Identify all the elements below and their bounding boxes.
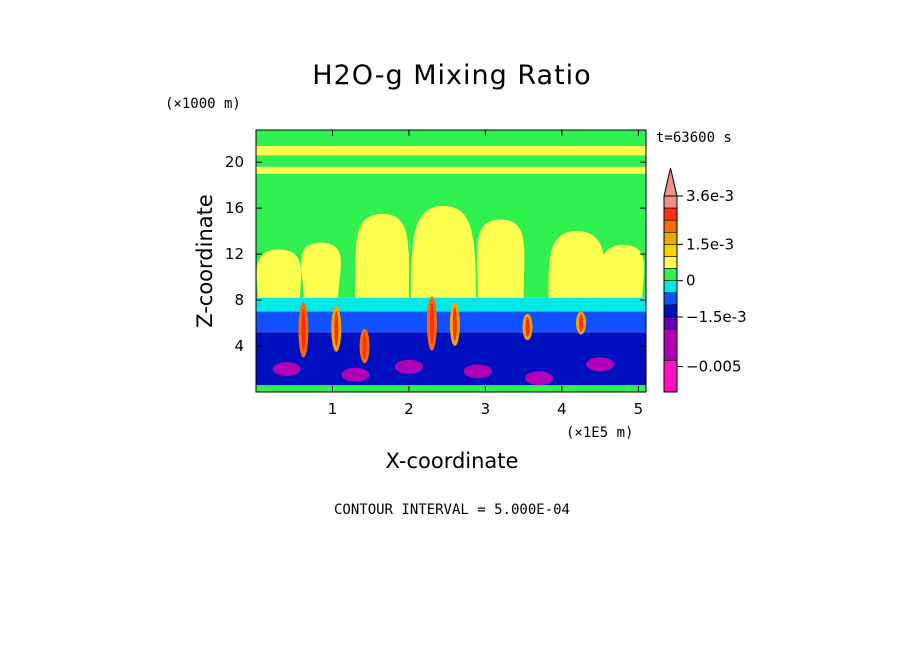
y-tick-label: 16 [225,199,244,217]
colorbar-arrow [663,167,678,197]
colorbar-swatch [663,316,678,330]
field-anomaly-core [525,316,530,338]
field-plume [602,244,645,298]
colorbar: 3.6e-3 1.5e-3 0 −1.5e-3 −0.005 [663,167,747,393]
colorbar-frame [663,195,678,393]
field-low-pocket [463,364,492,379]
x-tick-label: 4 [557,400,567,418]
colorbar-swatch [663,328,678,361]
field-layer [256,332,646,386]
field-plume [548,231,606,298]
plot-frame [255,129,647,393]
y-tick-label: 4 [234,337,244,355]
colorbar-label: −0.005 [686,358,742,376]
colorbar-swatch [663,280,678,294]
field-anomaly-core [579,314,583,332]
colorbar-swatch [663,207,678,221]
field-plume [301,242,341,298]
contour-interval-note: CONTOUR INTERVAL = 5.000E-04 [334,502,570,518]
x-tick-label: 3 [481,400,491,418]
field-anomaly-core [334,311,339,347]
field-low-pocket [341,367,370,382]
field-layer [256,166,646,174]
time-label: t=63600 s [656,130,732,146]
y-tick-label: 20 [225,153,244,171]
colorbar-swatch [663,304,678,318]
colorbar-label: −1.5e-3 [686,308,747,326]
field-anomaly-core [452,307,457,341]
colorbar-swatch [663,195,678,209]
field-layer [256,297,646,312]
colorbar-label: 0 [686,272,696,290]
y-unit-label: (×1000 m) [165,96,241,112]
field-layer [256,155,646,167]
field-layer [256,130,646,147]
y-tick-label: 12 [225,245,244,263]
field-plume [477,219,525,298]
field-anomaly-core [362,332,367,360]
colorbar-swatch [663,244,678,257]
x-unit-label: (×1E5 m) [566,425,633,441]
colorbar-swatch [663,268,678,281]
colorbar-swatch [663,231,678,245]
field-low-pocket [586,357,615,372]
colorbar-label: 3.6e-3 [686,187,734,205]
x-tick-label: 2 [404,400,414,418]
y-axis-label: Z-coordinate [193,194,217,328]
field-layer [256,146,646,156]
y-tick-label: 8 [234,291,244,309]
colorbar-label: 1.5e-3 [686,235,734,253]
field-anomaly-core [301,308,306,352]
chart-title: H2O-g Mixing Ratio [312,60,591,91]
colorbar-swatch [663,360,678,393]
field-layer [256,385,646,392]
field-low-pocket [272,362,301,377]
field-anomaly-core [429,302,434,345]
plot-area [256,130,646,392]
colorbar-swatch [663,219,678,233]
x-tick-label: 5 [634,400,644,418]
x-tick-label: 1 [328,400,338,418]
colorbar-swatch [663,292,678,306]
field-low-pocket [524,371,553,386]
field-plume [256,249,302,298]
field-plume [355,213,410,298]
field-plume [410,205,476,298]
x-axis-label: X-coordinate [386,449,519,473]
field-low-pocket [394,359,423,374]
colorbar-swatch [663,256,678,269]
